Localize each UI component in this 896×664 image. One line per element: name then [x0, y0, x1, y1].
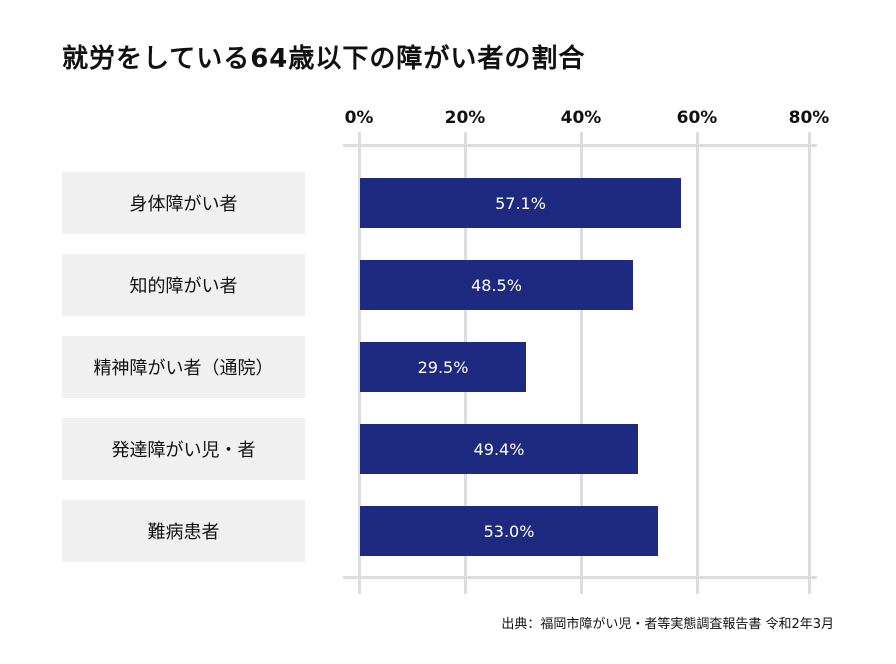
category-label: 身体障がい者	[62, 172, 305, 234]
tick-label: 60%	[676, 108, 718, 128]
bar-value-label: 57.1%	[495, 193, 546, 213]
gridline-0	[358, 132, 361, 594]
chart-title: 就労をしている64歳以下の障がい者の割合	[62, 44, 586, 74]
gridline-40	[580, 132, 583, 594]
bar: 29.5%	[360, 342, 526, 392]
bar: 53.0%	[360, 506, 658, 556]
bar-value-label: 48.5%	[471, 275, 522, 295]
tick-label: 80%	[788, 108, 830, 128]
tick-label: 40%	[560, 108, 602, 128]
category-label: 発達障がい児・者	[62, 418, 305, 480]
gridline-80	[808, 132, 811, 594]
gridline-60	[696, 132, 699, 594]
tick-label: 20%	[444, 108, 486, 128]
source-note: 出典：福岡市障がい児・者等実態調査報告書 令和2年3月	[501, 617, 834, 632]
category-label: 知的障がい者	[62, 254, 305, 316]
bar-value-label: 49.4%	[473, 439, 525, 459]
category-label: 精神障がい者（通院）	[62, 336, 305, 398]
bar: 57.1%	[360, 178, 681, 228]
bar: 49.4%	[360, 424, 638, 474]
bar-value-label: 29.5%	[417, 357, 469, 377]
bar: 48.5%	[360, 260, 633, 310]
tick-label: 0%	[344, 108, 374, 128]
bar-value-label: 53.0%	[483, 521, 535, 541]
category-label: 難病患者	[62, 500, 305, 562]
